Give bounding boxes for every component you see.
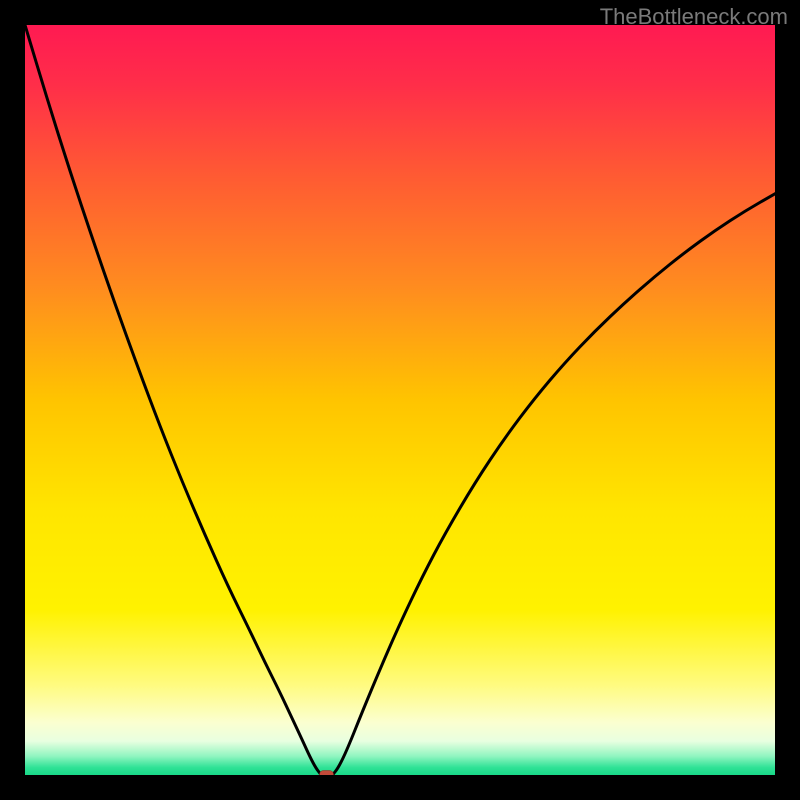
- chart-svg: [25, 25, 775, 775]
- chart-background: [25, 25, 775, 775]
- figure-canvas: TheBottleneck.com: [0, 0, 800, 800]
- minimum-marker: [320, 771, 334, 776]
- plot-area: [25, 25, 775, 775]
- watermark-text: TheBottleneck.com: [600, 4, 788, 30]
